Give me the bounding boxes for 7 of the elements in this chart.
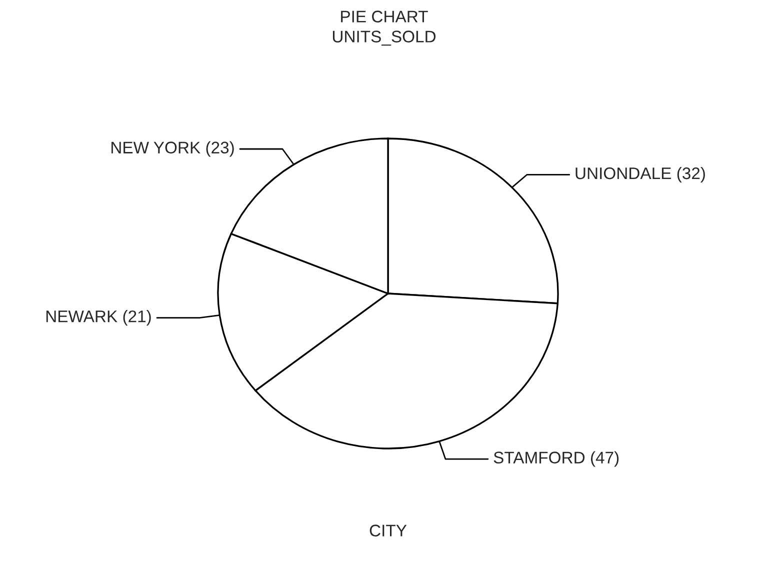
- slice-label: NEWARK (21): [46, 310, 151, 326]
- slice-label: UNIONDALE (32): [576, 166, 705, 182]
- text: CITY: [370, 524, 407, 536]
- slice-label: STAMFORD (47): [494, 451, 619, 467]
- chart-subtitle: UNITS_SOLD: [332, 30, 436, 46]
- slice-label: NEW YORK (23): [112, 141, 234, 157]
- chart-title: PIE CHART: [341, 10, 428, 22]
